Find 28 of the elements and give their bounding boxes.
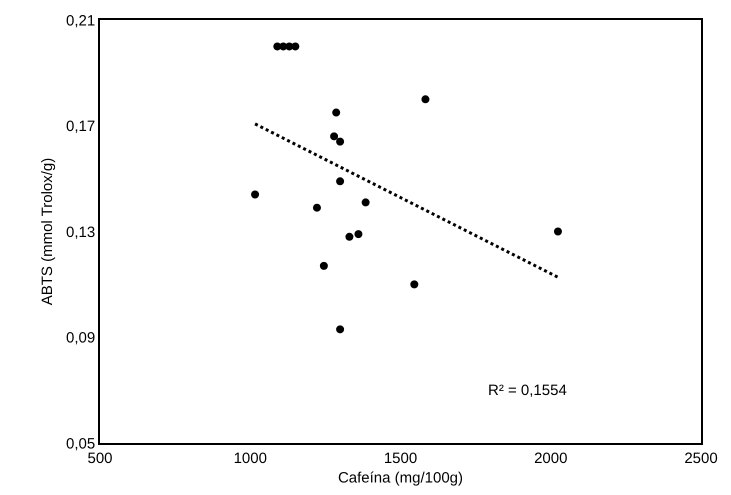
- point: [345, 232, 354, 241]
- point: [291, 42, 300, 50]
- x-axis-title: Cafeína (mg/100g): [338, 469, 464, 486]
- point: [320, 262, 328, 270]
- x-tick-label: 1000: [234, 450, 267, 467]
- point: [251, 190, 260, 198]
- x-tick-label: 2000: [534, 450, 568, 467]
- x-tick-label: 500: [87, 450, 113, 467]
- y-tick-label: 0,21: [66, 12, 96, 30]
- point: [336, 138, 344, 146]
- point: [336, 177, 344, 186]
- point: [354, 230, 362, 238]
- point: [312, 204, 321, 212]
- point: [421, 95, 430, 104]
- point: [410, 280, 418, 288]
- point: [362, 198, 370, 206]
- annotation: R² = 0,1554: [488, 382, 567, 399]
- x-tick-label: 2500: [684, 450, 718, 467]
- y-tick-label: 0,05: [66, 435, 96, 452]
- y-tick-label: 0,17: [66, 118, 96, 135]
- point: [332, 108, 340, 117]
- y-tick-label: 0,09: [66, 330, 96, 346]
- x-tick-label: 1500: [384, 450, 418, 467]
- y-axis-title: ABTS (mmol Trolox/g): [38, 158, 56, 306]
- y-tick-label: 0,13: [66, 224, 96, 241]
- point: [330, 132, 338, 140]
- point: [554, 228, 562, 236]
- point: [336, 325, 344, 334]
